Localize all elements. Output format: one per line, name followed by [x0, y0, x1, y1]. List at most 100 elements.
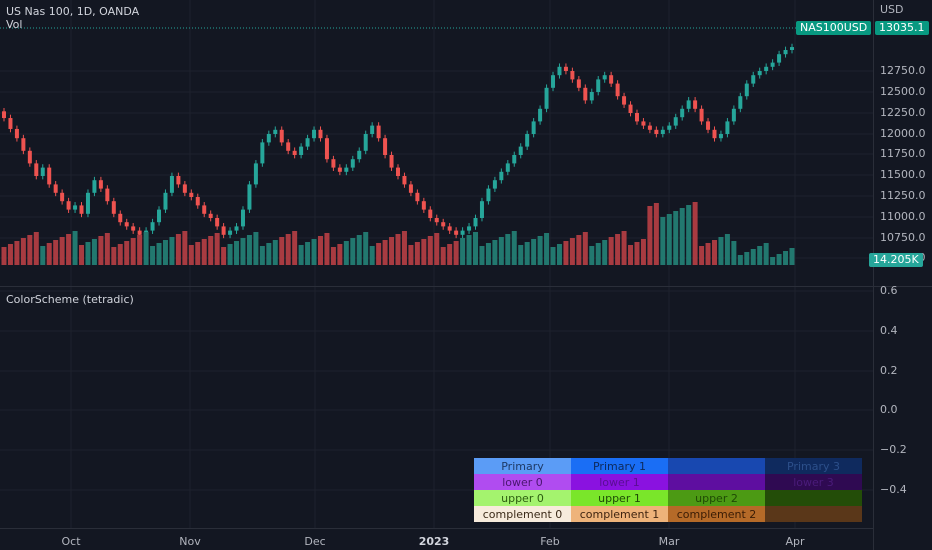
pane-separator[interactable] — [0, 286, 932, 287]
volume-bar — [505, 234, 511, 265]
color-swatch-cell — [765, 490, 862, 506]
indicator-tick-label: 0.2 — [880, 364, 898, 377]
candle-body — [596, 79, 601, 92]
candle-body — [73, 205, 78, 210]
candle-body — [699, 108, 704, 122]
price-tick-label: 10750.0 — [880, 231, 926, 244]
color-swatch-cell: upper 0 — [474, 490, 571, 506]
candle-body — [66, 201, 71, 210]
volume-bar — [485, 243, 491, 265]
volume-bar — [330, 247, 336, 265]
candle-body — [744, 83, 749, 97]
candle-body — [602, 75, 607, 80]
volume-bar — [130, 238, 136, 265]
candle-body — [292, 150, 297, 155]
volume-bar — [576, 235, 582, 265]
volume-bar — [414, 242, 420, 265]
volume-bar — [195, 242, 201, 265]
volume-bar — [595, 243, 601, 265]
volume-bar — [272, 240, 278, 265]
volume-bar — [718, 237, 724, 265]
candle-body — [389, 155, 394, 168]
candle-body — [396, 167, 400, 176]
candle-body — [609, 75, 614, 84]
volume-bar — [337, 244, 343, 265]
candle-body — [228, 230, 233, 235]
volume-bar — [640, 239, 646, 265]
volume-bar — [679, 208, 685, 265]
volume-bar — [711, 240, 717, 265]
candle-body — [53, 184, 58, 193]
price-tick-label: 12750.0 — [880, 64, 926, 77]
candle-body — [634, 113, 639, 122]
candle-body — [234, 226, 239, 231]
volume-bar — [737, 255, 743, 265]
volume-bar — [615, 234, 621, 265]
time-tick-label: Apr — [785, 535, 805, 548]
candle-body — [770, 62, 775, 67]
volume-bar — [608, 237, 614, 265]
volume-bar — [66, 234, 72, 265]
color-swatch-cell: lower 0 — [474, 474, 571, 490]
volume-bar — [473, 232, 479, 265]
indicator-tick-label: −0.2 — [880, 443, 907, 456]
candle-body — [14, 128, 19, 139]
candle-body — [557, 66, 562, 76]
volume-bar — [757, 246, 763, 265]
candle-body — [544, 87, 549, 109]
symbol-legend[interactable]: US Nas 100, 1D, OANDA — [6, 5, 140, 18]
color-row: lower 0 lower 1 lower 3 — [474, 474, 862, 490]
volume-bar — [447, 244, 453, 265]
color-swatch-cell — [668, 458, 765, 474]
time-tick-label: Feb — [540, 535, 560, 548]
volume-bar — [421, 239, 427, 265]
candle-body — [79, 205, 84, 214]
candle-body — [150, 222, 155, 231]
volume-bar — [783, 251, 789, 265]
candle-body — [667, 125, 672, 130]
volume-bar — [227, 244, 233, 265]
candle-body — [240, 209, 245, 227]
volume-bar — [699, 246, 705, 265]
candle-body — [518, 146, 523, 155]
volume-bar — [453, 241, 459, 265]
color-swatch-cell: Primary 1 — [571, 458, 668, 474]
candle-body — [312, 129, 317, 139]
volume-bar — [382, 240, 388, 265]
volume-bar — [479, 246, 485, 265]
volume-bar — [72, 231, 78, 265]
candle-body — [576, 79, 581, 88]
volume-bar — [279, 237, 285, 265]
volume-bar — [91, 239, 97, 265]
candle-body — [47, 167, 52, 185]
currency-label: USD — [880, 3, 904, 16]
candle-body — [505, 163, 510, 172]
volume-bar — [427, 236, 433, 265]
indicator-tick-label: −0.4 — [880, 483, 907, 496]
volume-bar — [744, 252, 750, 265]
volume-bar — [518, 245, 524, 265]
volume-legend[interactable]: Vol — [6, 18, 23, 31]
candle-body — [344, 167, 349, 172]
candle-body — [551, 75, 556, 88]
volume-bar — [531, 239, 537, 265]
indicator-legend[interactable]: ColorScheme (tetradic) — [6, 293, 134, 306]
volume-bar — [59, 237, 65, 265]
indicator-tick-label: 0.4 — [880, 324, 898, 337]
candle-body — [221, 226, 226, 235]
volume-bar — [33, 232, 39, 265]
volume-bar — [156, 243, 162, 265]
volume-bar — [731, 241, 737, 265]
volume-bar — [434, 233, 440, 265]
volume-bar — [143, 232, 149, 265]
volume-bar — [776, 254, 782, 265]
volume-bar — [175, 234, 181, 265]
candle-body — [499, 171, 504, 181]
volume-bar — [266, 243, 272, 265]
volume-bar — [621, 231, 627, 265]
candle-body — [85, 192, 90, 214]
candle-body — [305, 138, 310, 147]
volume-bar — [563, 241, 569, 265]
candle-body — [357, 150, 362, 160]
